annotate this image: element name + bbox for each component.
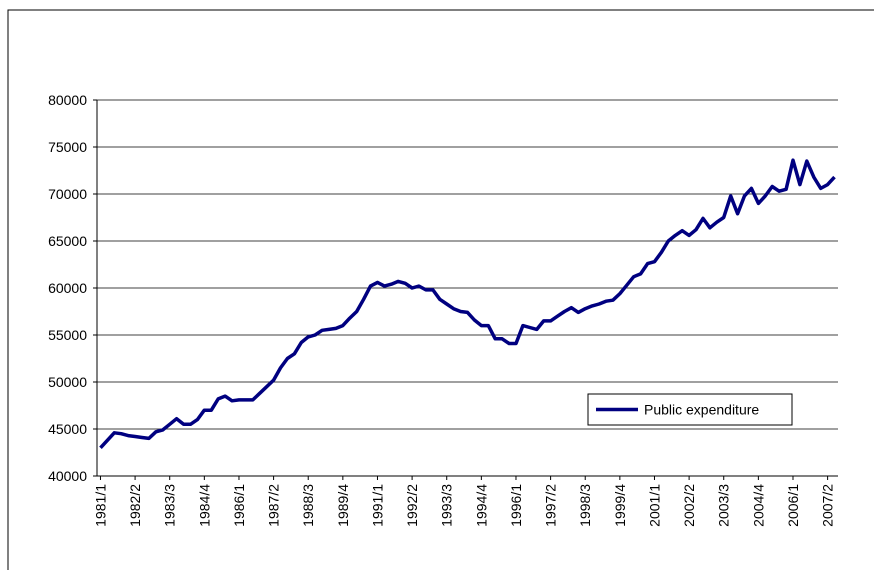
- y-tick-label: 55000: [48, 327, 87, 343]
- x-tick-label: 2004/4: [750, 484, 766, 527]
- legend: Public expenditure: [587, 393, 793, 426]
- x-tick-label: 1986/1: [231, 484, 247, 527]
- x-tick-label: 2006/1: [785, 484, 801, 527]
- x-tick-label: 1996/1: [508, 484, 524, 527]
- x-tick-label: 1981/1: [92, 484, 108, 527]
- x-tick-label: 1998/3: [577, 484, 593, 527]
- x-tick-label: 1991/1: [369, 484, 385, 527]
- x-tick-label: 1999/4: [612, 484, 628, 527]
- x-tick-label: 1983/3: [162, 484, 178, 527]
- x-tick-label: 1994/4: [473, 484, 489, 527]
- y-tick-label: 60000: [48, 280, 87, 296]
- y-tick-label: 80000: [48, 92, 87, 108]
- x-tick-label: 2007/2: [820, 484, 836, 527]
- x-tick-label: 1987/2: [266, 484, 282, 527]
- y-tick-label: 75000: [48, 139, 87, 155]
- x-tick-label: 2003/3: [716, 484, 732, 527]
- x-tick-label: 2001/1: [646, 484, 662, 527]
- y-tick-label: 70000: [48, 186, 87, 202]
- x-tick-label: 1982/2: [127, 484, 143, 527]
- chart-frame: [7, 9, 874, 570]
- y-tick-label: 40000: [48, 468, 87, 484]
- legend-label: Public expenditure: [644, 402, 759, 418]
- y-tick-label: 50000: [48, 374, 87, 390]
- data-line: [99, 158, 836, 449]
- y-tick-label: 45000: [48, 421, 87, 437]
- x-tick-label: 1989/4: [335, 484, 351, 527]
- x-tick-label: 1984/4: [196, 484, 212, 527]
- x-tick-label: 1993/3: [439, 484, 455, 527]
- y-tick-label: 65000: [48, 233, 87, 249]
- x-tick-label: 1988/3: [300, 484, 316, 527]
- x-tick-label: 1992/2: [404, 484, 420, 527]
- x-tick-label: 2002/2: [681, 484, 697, 527]
- x-tick-label: 1997/2: [543, 484, 559, 527]
